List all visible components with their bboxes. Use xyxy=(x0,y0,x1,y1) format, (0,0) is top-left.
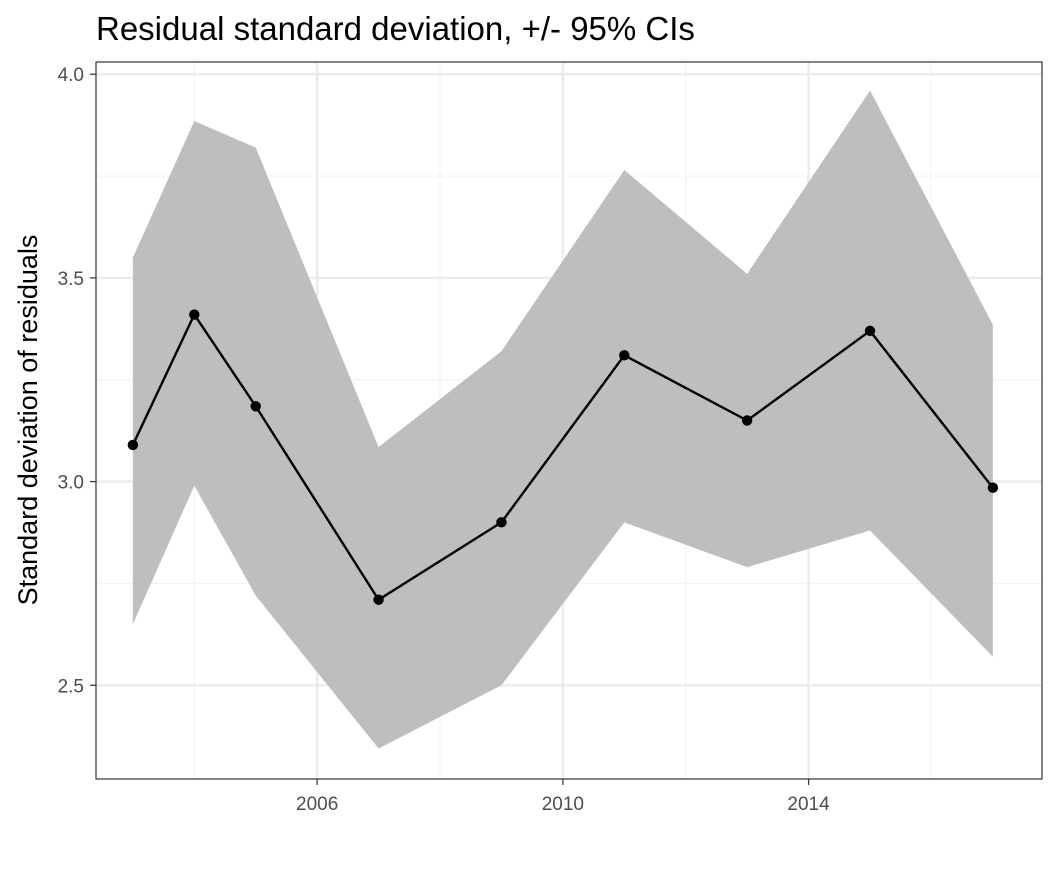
data-point xyxy=(987,482,999,493)
data-point xyxy=(496,517,507,528)
data-point xyxy=(741,415,753,426)
x-tick-label: 2006 xyxy=(296,794,338,815)
panel-border xyxy=(95,61,1043,780)
x-tick-label: 2014 xyxy=(787,794,830,815)
data-point xyxy=(127,439,139,451)
y-tick-label: 3.0 xyxy=(58,473,84,494)
y-tick-label: 2.5 xyxy=(58,676,84,697)
confidence-band xyxy=(132,90,993,749)
y-tick-label: 3.5 xyxy=(58,269,84,290)
chart-title: Residual standard deviation, +/- 95% CIs xyxy=(96,10,695,47)
data-point xyxy=(189,309,200,320)
y-tick-label: 4.0 xyxy=(58,65,84,86)
data-point xyxy=(373,594,384,605)
data-point xyxy=(864,325,876,337)
y-axis-title: Standard deviation of residuals xyxy=(13,235,43,606)
data-point xyxy=(250,401,261,412)
data-point xyxy=(619,350,630,361)
y-axis: 2.5 3.0 3.5 4.0 xyxy=(58,65,96,697)
x-axis: 2006 2010 2014 xyxy=(296,779,830,815)
confidence-band-layer xyxy=(132,90,993,749)
series-points-layer xyxy=(127,309,999,605)
x-tick-label: 2010 xyxy=(542,794,584,815)
